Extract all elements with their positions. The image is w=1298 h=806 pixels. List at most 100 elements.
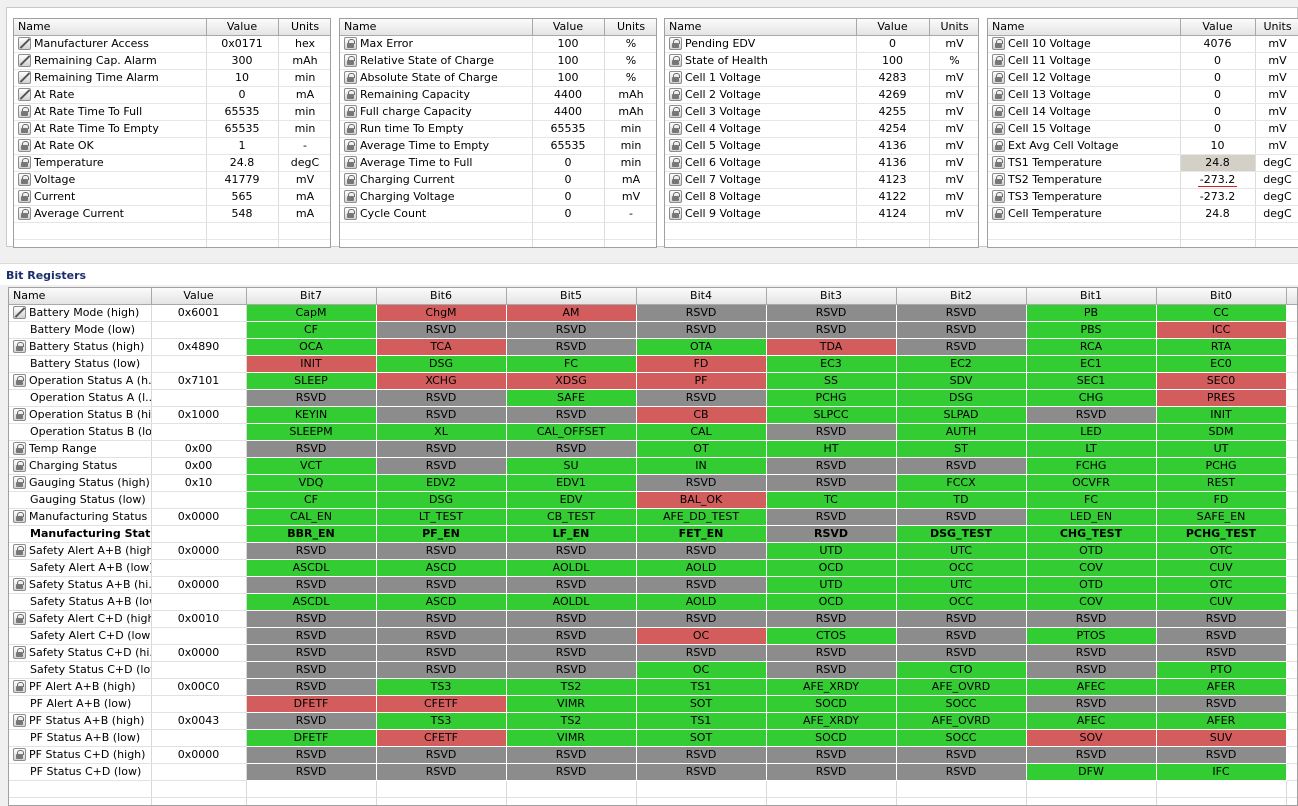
bit-cell-pb[interactable]: PB [1026,304,1157,322]
bit-cell-lf-en[interactable]: LF_EN [506,525,637,543]
bit-cell-afec[interactable]: AFEC [1026,712,1157,730]
bit-cell-rsvd[interactable]: RSVD [246,678,377,696]
register-row-pf-alert-a-b-low[interactable]: PF Alert A+B (low) DFETF CFETF VIMR SOT SOCD S… [9,695,1297,713]
bit-cell-ocvfr[interactable]: OCVFR [1026,474,1157,492]
bit-cell-rsvd[interactable]: RSVD [896,321,1027,339]
bit-cell-sec1[interactable]: SEC1 [1026,372,1157,390]
sbs-row-at-rate-ok[interactable]: At Rate OK 1 - [14,137,330,155]
bit-cell-rsvd[interactable]: RSVD [766,304,897,322]
bit-cell-afe-xrdy[interactable]: AFE_XRDY [766,678,897,696]
register-row-safety-alert-a-b-high[interactable]: Safety Alert A+B (high) 0x0000 RSVD RSVD RSV… [9,542,1297,560]
bit-cell-rsvd[interactable]: RSVD [246,610,377,628]
sbs-row-cell-7-voltage[interactable]: Cell 7 Voltage 4123 mV [665,171,978,189]
sbs-row-average-time-to-empty[interactable]: Average Time to Empty 65535 min [340,137,656,155]
sbs-row-average-current[interactable]: Average Current 548 mA [14,205,330,223]
bit-cell-rsvd[interactable]: RSVD [246,763,377,781]
register-row-battery-mode-high[interactable]: Battery Mode (high) 0x6001 CapM ChgM AM RSVD R… [9,304,1297,322]
sbs-row-cell-13-voltage[interactable]: Cell 13 Voltage 0 mV [988,86,1298,104]
bit-cell-rsvd[interactable]: RSVD [376,763,507,781]
register-row-manufacturing-status[interactable]: Manufacturing Status ... 0x0000 CAL_EN LT_T… [9,508,1297,526]
sbs-row-temperature[interactable]: Temperature 24.8 degC [14,154,330,172]
register-row-operation-status-b-hi[interactable]: Operation Status B (hi... 0x1000 KEYIN RSVD… [9,406,1297,424]
bit-cell-rsvd[interactable]: RSVD [376,661,507,679]
sbs-row-max-error[interactable]: Max Error 100% [340,35,656,53]
bit-cell-rsvd[interactable]: RSVD [896,746,1027,764]
bit-cell-rsvd[interactable]: RSVD [766,321,897,339]
bit-cell-auth[interactable]: AUTH [896,423,1027,441]
sbs-row-at-rate-time-to-empty[interactable]: At Rate Time To Empty 65535 min [14,120,330,138]
bit-cell-socd[interactable]: SOCD [766,695,897,713]
bit-cell-cfetf[interactable]: CFETF [376,695,507,713]
bit-cell-rsvd[interactable]: RSVD [376,576,507,594]
register-row-operation-status-b-low[interactable]: Operation Status B (low) SLEEPMXLCAL_OFFS… [9,423,1297,441]
bit-cell-rsvd[interactable]: RSVD [896,763,1027,781]
bit-cell-rsvd[interactable]: RSVD [636,542,767,560]
bit-cell-ot[interactable]: OT [636,440,767,458]
bit-cell-cal[interactable]: CAL [636,423,767,441]
bit-cell-vimr[interactable]: VIMR [506,729,637,747]
bit-cell-rsvd[interactable]: RSVD [766,661,897,679]
bit-cell-ts3[interactable]: TS3 [376,712,507,730]
bit-cell-init[interactable]: INIT [1156,406,1287,424]
bit-cell-rsvd[interactable]: RSVD [506,542,637,560]
bit-cell-cto[interactable]: CTO [896,661,1027,679]
bit-cell-rsvd[interactable]: RSVD [246,389,377,407]
bit-cell-utc[interactable]: UTC [896,576,1027,594]
register-row-safety-status-c-d-low[interactable]: Safety Status C+D (low) RSVD RSVD RSVD OC RSV… [9,661,1297,679]
bit-cell-rsvd[interactable]: RSVD [1026,661,1157,679]
bit-cell-socc[interactable]: SOCC [896,729,1027,747]
bit-cell-suv[interactable]: SUV [1156,729,1287,747]
register-row-safety-alert-c-d-low[interactable]: Safety Alert C+D (low) RSVD RSVD RSVD OC CTOS… [9,627,1297,645]
sbs-row-cell-5-voltage[interactable]: Cell 5 Voltage 4136 mV [665,137,978,155]
column-header-bit5[interactable]: Bit5 [506,288,637,305]
bit-cell-rest[interactable]: REST [1156,474,1287,492]
bit-cell-cov[interactable]: COV [1026,559,1157,577]
sbs-row-remaining-cap-alarm[interactable]: Remaining Cap. Alarm 300 mAh [14,52,330,70]
bit-cell-socc[interactable]: SOCC [896,695,1027,713]
bit-cell-cov[interactable]: COV [1026,593,1157,611]
bit-cell-dsg-test[interactable]: DSG_TEST [896,525,1027,543]
bit-cell-dfw[interactable]: DFW [1026,763,1157,781]
bit-cell-otd[interactable]: OTD [1026,576,1157,594]
bit-cell-cfetf[interactable]: CFETF [376,729,507,747]
bit-cell-rsvd[interactable]: RSVD [506,746,637,764]
bit-cell-rsvd[interactable]: RSVD [506,440,637,458]
bit-cell-ts2[interactable]: TS2 [506,712,637,730]
bit-cell-rsvd[interactable]: RSVD [376,389,507,407]
bit-cell-rsvd[interactable]: RSVD [896,338,1027,356]
bit-cell-rsvd[interactable]: RSVD [636,321,767,339]
sbs-row-relative-state-of-charge[interactable]: Relative State of Charge 100% [340,52,656,70]
bit-cell-rsvd[interactable]: RSVD [246,712,377,730]
sbs-row-average-time-to-full[interactable]: Average Time to Full 0 min [340,154,656,172]
bit-cell-ec1[interactable]: EC1 [1026,355,1157,373]
bit-cell-rsvd[interactable]: RSVD [896,508,1027,526]
column-header-value[interactable]: Value [532,19,605,36]
bit-cell-pchg[interactable]: PCHG [766,389,897,407]
bit-cell-sdv[interactable]: SDV [896,372,1027,390]
bit-cell-ec2[interactable]: EC2 [896,355,1027,373]
sbs-row-charging-current[interactable]: Charging Current 0 mA [340,171,656,189]
sbs-value[interactable]: 300 [206,52,279,70]
bit-cell-utc[interactable]: UTC [896,542,1027,560]
bit-cell-rsvd[interactable]: RSVD [506,321,637,339]
bit-cell-ts1[interactable]: TS1 [636,712,767,730]
register-row-pf-alert-a-b-high[interactable]: PF Alert A+B (high) 0x00C0 RSVD TS3 TS2 TS1 AF… [9,678,1297,696]
bit-cell-cb-test[interactable]: CB_TEST [506,508,637,526]
register-row-pf-status-c-d-high[interactable]: PF Status C+D (high) 0x0000 RSVD RSVD RSVD RS… [9,746,1297,764]
bit-cell-rsvd[interactable]: RSVD [766,644,897,662]
sbs-row-state-of-health[interactable]: State of Health 100% [665,52,978,70]
bit-cell-edv2[interactable]: EDV2 [376,474,507,492]
bit-cell-rsvd[interactable]: RSVD [246,661,377,679]
sbs-value[interactable]: 0x0171 [206,35,279,53]
bit-cell-afe-xrdy[interactable]: AFE_XRDY [766,712,897,730]
sbs-row-pending-edv[interactable]: Pending EDV 0 mV [665,35,978,53]
bit-cell-rsvd[interactable]: RSVD [766,763,897,781]
bit-cell-cf[interactable]: CF [246,491,377,509]
bit-cell-fc[interactable]: FC [1026,491,1157,509]
bit-cell-cal-offset[interactable]: CAL_OFFSET [506,423,637,441]
bit-cell-otd[interactable]: OTD [1026,542,1157,560]
bit-cell-ocd[interactable]: OCD [766,559,897,577]
bit-cell-ec3[interactable]: EC3 [766,355,897,373]
bit-cell-ctos[interactable]: CTOS [766,627,897,645]
bit-cell-fchg[interactable]: FCHG [1026,457,1157,475]
